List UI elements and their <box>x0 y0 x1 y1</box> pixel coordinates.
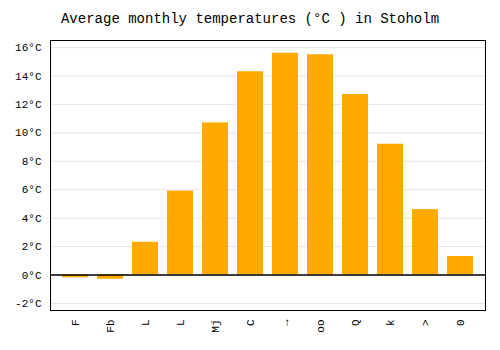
svg-text:oo: oo <box>315 320 327 333</box>
svg-text:14°C: 14°C <box>15 71 42 83</box>
svg-text:6°C: 6°C <box>22 184 42 196</box>
svg-text:→: → <box>280 319 292 326</box>
svg-text:0°C: 0°C <box>22 269 42 281</box>
svg-text:2°C: 2°C <box>22 241 42 253</box>
svg-text:C: C <box>245 319 257 326</box>
svg-text:Q: Q <box>350 319 362 326</box>
html-text:Average monthly temperatures (: Average monthly temperatures (°C ) in St… <box>61 11 439 27</box>
svg-text:Mj: Mj <box>210 320 222 333</box>
svg-text:F: F <box>70 320 82 327</box>
svg-text:12°C: 12°C <box>15 99 42 111</box>
svg-text:L: L <box>175 320 187 327</box>
svg-text:0: 0 <box>455 320 467 327</box>
svg-text:Fb: Fb <box>105 320 117 333</box>
svg-text:4°C: 4°C <box>22 213 42 225</box>
svg-text:>: > <box>420 320 432 327</box>
svg-text:10°C: 10°C <box>15 127 42 139</box>
svg-text:L: L <box>140 320 152 327</box>
svg-text:-2°C: -2°C <box>15 298 42 310</box>
svg-text:k: k <box>385 319 397 326</box>
svg-text:8°C: 8°C <box>22 156 42 168</box>
svg-text:16°C: 16°C <box>15 42 42 54</box>
